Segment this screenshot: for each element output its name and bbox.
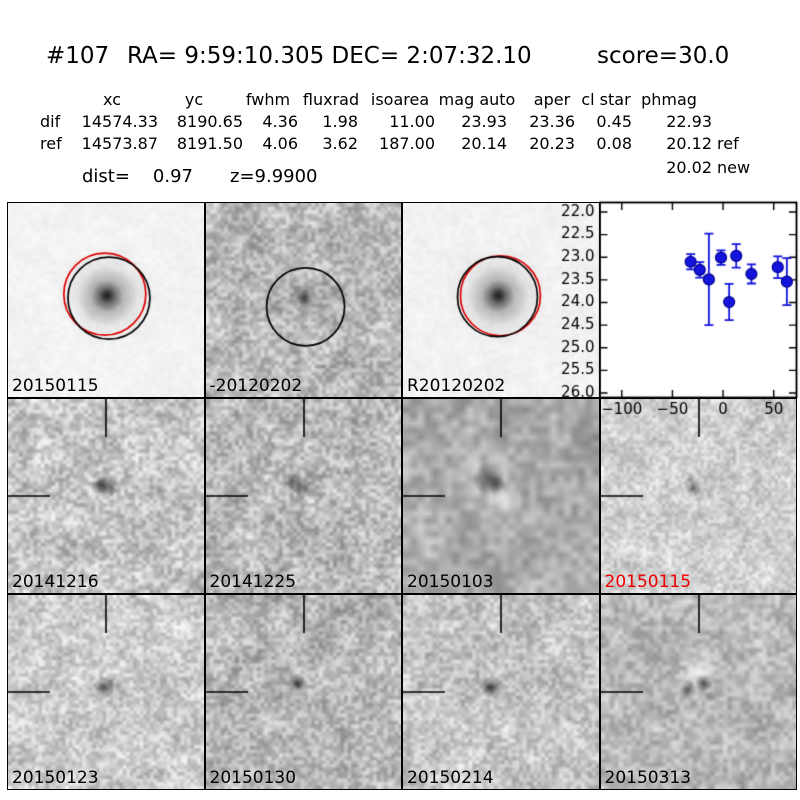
table-cell: 22.93 bbox=[666, 112, 712, 131]
cutout-panel-R20120202-2: R20120202 bbox=[402, 202, 600, 398]
cutout-image bbox=[403, 203, 599, 397]
dist-value: 0.97 bbox=[152, 166, 193, 187]
table-column-header: cl star bbox=[581, 90, 631, 109]
table-cell: 4.06 bbox=[262, 134, 298, 153]
cutout-image bbox=[205, 203, 402, 397]
table-cell: 4.36 bbox=[262, 112, 298, 131]
cutout-label: -20120202 bbox=[209, 376, 303, 396]
table-column-header: mag auto bbox=[438, 90, 516, 109]
cutout-grid: 20150115 -20120202 R20120202 20141216 201412… bbox=[7, 202, 797, 790]
table-cell: 8190.65 bbox=[176, 112, 243, 131]
cutout-image bbox=[8, 595, 204, 789]
table-cell: 14573.87 bbox=[81, 134, 158, 153]
table-cell: 20.14 bbox=[461, 134, 507, 153]
light-curve-cell bbox=[599, 202, 797, 398]
cutout-image bbox=[403, 595, 599, 789]
cutout-label: 20150115 bbox=[604, 572, 692, 592]
table-cell: 187.00 bbox=[379, 134, 435, 153]
cutout-panel-20150123-8: 20150123 bbox=[7, 594, 205, 790]
table-cell: 0.45 bbox=[596, 112, 632, 131]
cutout-panel-20150130-9: 20150130 bbox=[204, 594, 402, 790]
candidate-id: #107 bbox=[46, 43, 110, 69]
cutout-panel-20150103-6: 20150103 bbox=[402, 398, 600, 594]
table-cell: 1.98 bbox=[322, 112, 358, 131]
dist-label: dist= bbox=[82, 166, 130, 187]
table-column-header: yc bbox=[184, 90, 204, 109]
cutout-image bbox=[8, 399, 204, 593]
table-row-label: ref bbox=[40, 134, 62, 153]
cutout-panel-20150115-0: 20150115 bbox=[7, 202, 205, 398]
table-cell: 14574.33 bbox=[81, 112, 158, 131]
cutout-panel-20141225-5: 20141225 bbox=[204, 398, 402, 594]
table-column-header: isoarea bbox=[370, 90, 430, 109]
cutout-panel-20150214-10: 20150214 bbox=[402, 594, 600, 790]
cutout-image bbox=[600, 595, 797, 789]
cutout-label: 20150103 bbox=[407, 572, 494, 592]
table-cell: 23.93 bbox=[461, 112, 507, 131]
cutout-label: 20141216 bbox=[12, 572, 99, 592]
cutout-image bbox=[8, 203, 204, 397]
table-cell: 11.00 bbox=[389, 112, 435, 131]
phmag-extra-suffix: new bbox=[717, 158, 751, 177]
score-text: score=30.0 bbox=[597, 43, 730, 69]
cutout-label: 20150115 bbox=[12, 376, 99, 396]
table-column-header: fwhm bbox=[245, 90, 291, 109]
table-cell: 20.23 bbox=[529, 134, 575, 153]
table-column-header: aper bbox=[533, 90, 571, 109]
cutout-label: 20150130 bbox=[209, 768, 297, 788]
cutout-label: 20141225 bbox=[209, 572, 297, 592]
table-row-label: dif bbox=[40, 112, 61, 131]
cutout-panel-20150313-11: 20150313 bbox=[599, 594, 797, 790]
table-column-header: fluxrad bbox=[302, 90, 360, 109]
cutout-label: R20120202 bbox=[407, 376, 506, 396]
table-cell: 0.08 bbox=[596, 134, 632, 153]
phmag-extra-value: 20.02 bbox=[666, 158, 712, 177]
cutout-panel-20120202-1: -20120202 bbox=[204, 202, 402, 398]
cutout-panel-20141216-4: 20141216 bbox=[7, 398, 205, 594]
redshift-value: z=9.9900 bbox=[230, 166, 318, 187]
cutout-image bbox=[600, 399, 797, 593]
cutout-panel-20150115-7: 20150115 bbox=[599, 398, 797, 594]
table-cell: 23.36 bbox=[529, 112, 575, 131]
cutout-label: 20150123 bbox=[12, 768, 99, 788]
cutout-image bbox=[205, 595, 402, 789]
cutout-label: 20150214 bbox=[407, 768, 494, 788]
table-cell: 3.62 bbox=[322, 134, 358, 153]
table-cell: 8191.50 bbox=[176, 134, 243, 153]
table-cell: 20.12 bbox=[666, 134, 712, 153]
coordinates-text: RA= 9:59:10.305 DEC= 2:07:32.10 bbox=[127, 43, 532, 69]
table-column-header: xc bbox=[103, 90, 121, 109]
cutout-label: 20150313 bbox=[604, 768, 692, 788]
cutout-image bbox=[403, 399, 599, 593]
table-cell-suffix: ref bbox=[717, 134, 739, 153]
cutout-image bbox=[205, 399, 402, 593]
table-column-header: phmag bbox=[641, 90, 697, 109]
